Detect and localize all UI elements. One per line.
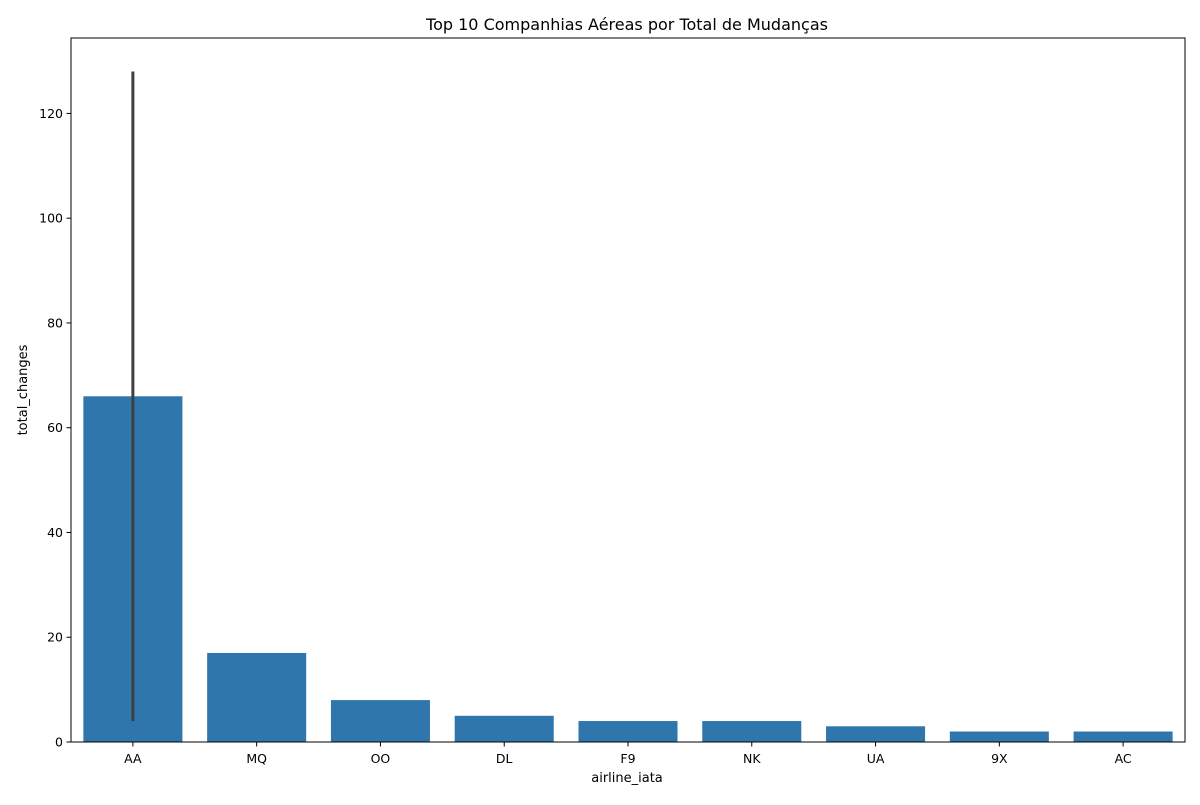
x-tick-label: AC xyxy=(1115,751,1132,766)
x-tick-label: F9 xyxy=(620,751,635,766)
bar-mq xyxy=(207,652,307,742)
bars-group xyxy=(83,396,1173,742)
bar-f9 xyxy=(578,721,678,742)
bar-ua xyxy=(826,726,926,742)
x-tick-label: AA xyxy=(124,751,142,766)
bar-ac xyxy=(1073,731,1173,742)
bar-9x xyxy=(949,731,1049,742)
chart-title: Top 10 Companhias Aéreas por Total de Mu… xyxy=(425,15,828,34)
y-tick-label: 60 xyxy=(47,420,63,435)
axes-group xyxy=(70,37,1186,743)
y-ticks-group: 0 20 40 60 80 100 120 xyxy=(39,106,71,750)
bar-oo xyxy=(330,700,430,742)
y-tick-label: 80 xyxy=(47,315,63,330)
y-tick-label: 20 xyxy=(47,630,63,645)
x-ticks-group: AA MQ OO DL F9 NK UA 9X AC xyxy=(124,742,1132,766)
y-tick-label: 40 xyxy=(47,525,63,540)
x-tick-label: 9X xyxy=(991,751,1008,766)
bar-nk xyxy=(702,721,802,742)
plot-frame xyxy=(70,37,1186,743)
x-tick-label: UA xyxy=(867,751,885,766)
x-tick-label: DL xyxy=(496,751,513,766)
bar-dl xyxy=(454,715,554,742)
y-axis-label: total_changes xyxy=(16,344,31,435)
x-axis-label: airline_iata xyxy=(591,771,663,786)
x-tick-label: NK xyxy=(743,751,761,766)
x-tick-label: OO xyxy=(371,751,391,766)
x-tick-label: MQ xyxy=(246,751,267,766)
y-tick-label: 100 xyxy=(39,211,63,226)
y-tick-label: 0 xyxy=(55,735,63,750)
y-tick-label: 120 xyxy=(39,106,63,121)
